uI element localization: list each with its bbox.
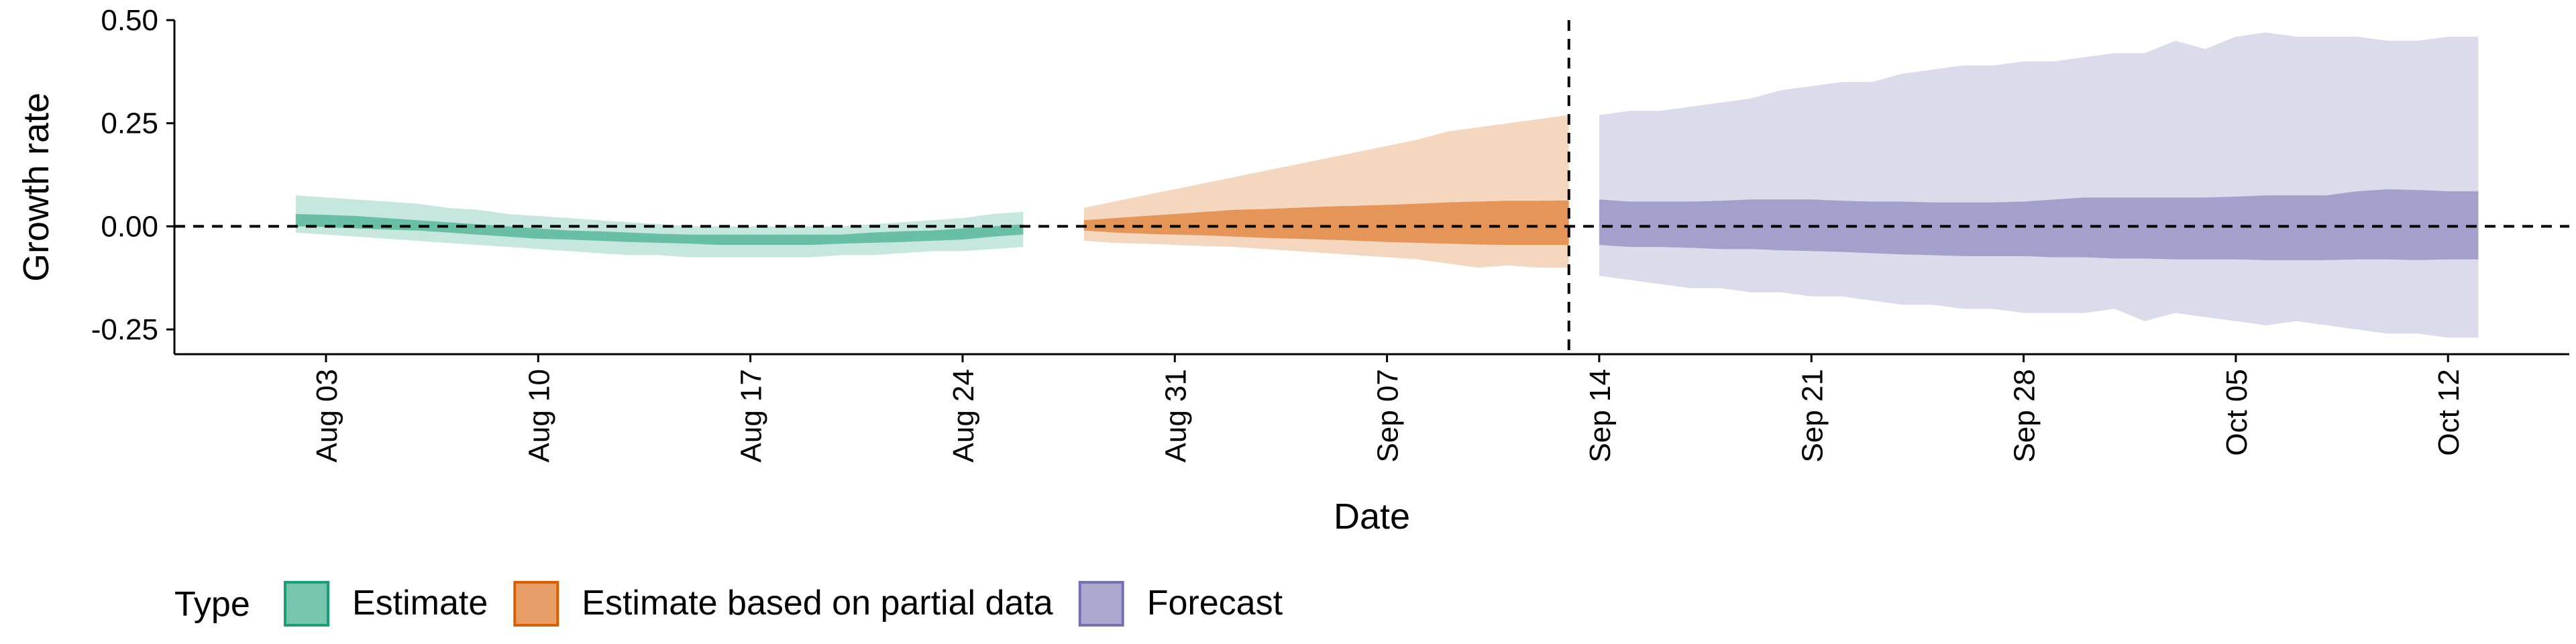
legend: Type Estimate Estimate based on partial d…	[174, 581, 1283, 627]
y-axis-title: Growth rate	[16, 93, 56, 282]
x-tick-label: Oct 05	[2220, 369, 2253, 456]
x-tick-label: Sep 28	[2008, 369, 2041, 462]
x-tick-label: Sep 14	[1584, 369, 1617, 462]
legend-label-2: Forecast	[1147, 584, 1283, 623]
x-tick-label: Oct 12	[2432, 369, 2465, 456]
band-50-series-2	[1599, 189, 2479, 260]
legend-swatch-0	[284, 581, 329, 627]
y-tick-label: 0.50	[101, 4, 158, 37]
legend-label-1: Estimate based on partial data	[582, 584, 1053, 623]
x-tick-label: Sep 07	[1372, 369, 1405, 462]
x-tick-label: Sep 21	[1796, 369, 1829, 462]
x-tick-label: Aug 31	[1159, 369, 1192, 462]
tick-labels: 0.50 0.25 0.00 -0.25 Aug 03 Aug 10 Aug 17 Aug 2…	[91, 4, 2466, 462]
ribbon-bands	[295, 32, 2479, 338]
axes	[166, 19, 2569, 362]
x-axis-title: Date	[1334, 496, 1410, 537]
reference-lines	[174, 20, 2569, 354]
y-tick-label: -0.25	[91, 313, 158, 346]
x-tick-label: Aug 10	[523, 369, 555, 462]
x-tick-label: Aug 03	[311, 369, 343, 462]
x-tick-label: Aug 24	[947, 369, 980, 462]
legend-swatch-2	[1078, 581, 1124, 627]
legend-swatch-1	[513, 581, 559, 627]
y-tick-label: 0.00	[101, 210, 158, 243]
legend-title: Type	[174, 585, 250, 624]
band-50-series-1	[1083, 200, 1569, 246]
band-50-series-0	[295, 214, 1024, 246]
legend-label-0: Estimate	[352, 584, 488, 623]
band-90-series-2	[1599, 32, 2479, 338]
x-tick-label: Aug 17	[735, 369, 768, 462]
y-tick-label: 0.25	[101, 107, 158, 140]
